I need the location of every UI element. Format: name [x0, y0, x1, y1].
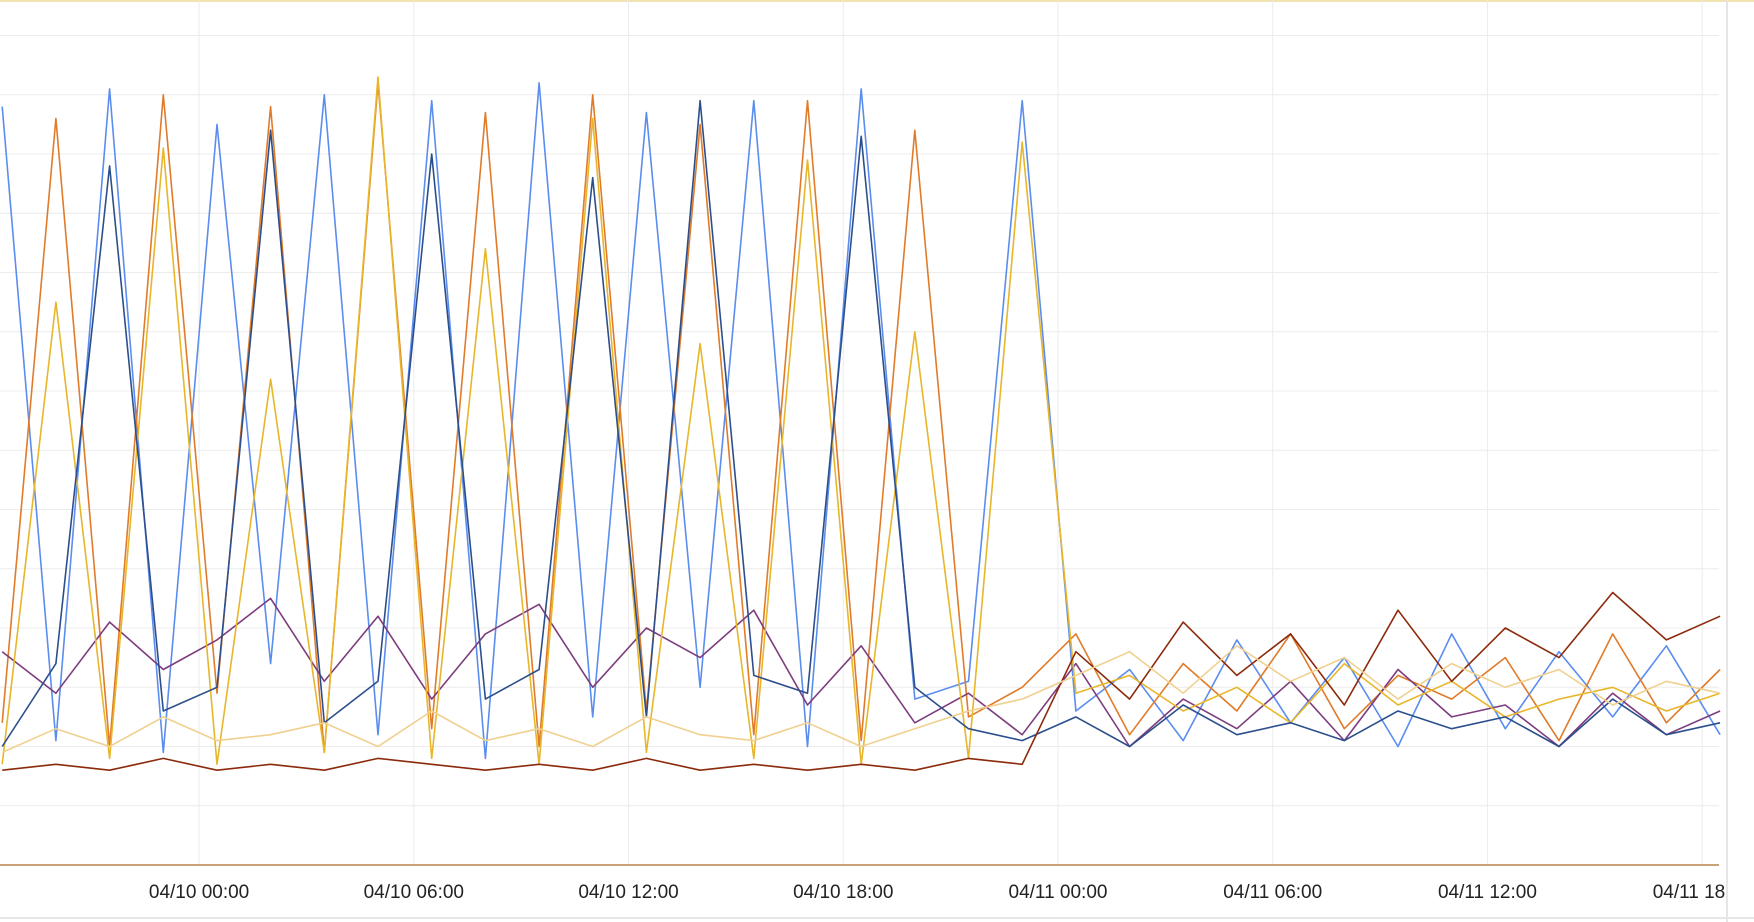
- x-tick-label: 04/10 00:00: [149, 882, 249, 903]
- plot-area: 04/10 00:00 04/10 06:00 04/10 12:00 04/10 1…: [0, 0, 1752, 903]
- series-line: [1, 82, 1721, 760]
- series-line: [1, 597, 1721, 748]
- x-tick-label: 04/11 12:00: [1438, 882, 1537, 903]
- x-tick-label: 04/11 18:00: [1653, 882, 1752, 903]
- x-tick-label: 04/10 12:00: [578, 882, 678, 903]
- series-line: [2, 591, 1721, 771]
- x-tick-label: 04/10 06:00: [364, 882, 464, 903]
- series-line: [1, 99, 1721, 748]
- x-tick-label: 04/10 18:00: [793, 882, 893, 903]
- series-line: [1, 76, 1721, 766]
- x-tick-label: 04/11 06:00: [1223, 882, 1322, 903]
- x-tick-label: 04/11 00:00: [1009, 882, 1108, 903]
- series-line: [1, 645, 1721, 754]
